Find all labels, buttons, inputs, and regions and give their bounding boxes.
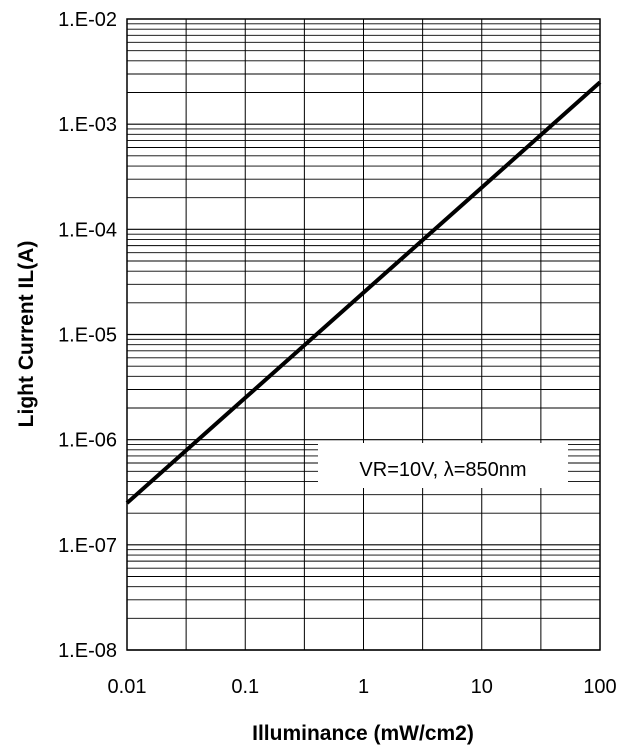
y-tick-label: 1.E-05 <box>58 325 117 347</box>
y-tick-label: 1.E-02 <box>58 9 117 31</box>
x-tick-label: 0.1 <box>231 676 259 698</box>
x-axis-label: Illuminance (mW/cm2) <box>252 722 474 745</box>
annotation-box <box>318 443 568 488</box>
x-tick-label: 1 <box>358 676 369 698</box>
plot-frame <box>126 18 601 651</box>
y-axis-label: Light Current IL(A) <box>15 241 38 428</box>
y-tick-label: 1.E-03 <box>58 114 117 136</box>
x-axis-ticks: 0.01 0.1 1 10 100 <box>108 676 617 698</box>
annotation-text: VR=10V, λ=850nm <box>359 459 526 481</box>
x-tick-label: 100 <box>583 676 616 698</box>
y-tick-label: 1.E-06 <box>58 430 117 452</box>
x-tick-label: 10 <box>471 676 493 698</box>
y-tick-label: 1.E-08 <box>58 640 117 662</box>
y-axis-ticks: 1.E-08 1.E-07 1.E-06 1.E-05 1.E-04 1.E-03 1.E-… <box>58 9 117 662</box>
series-layer <box>125 80 602 505</box>
series-line <box>125 80 602 505</box>
y-tick-label: 1.E-07 <box>58 535 117 557</box>
y-tick-label: 1.E-04 <box>58 219 117 241</box>
x-tick-label: 0.01 <box>108 676 147 698</box>
grid <box>126 19 601 651</box>
